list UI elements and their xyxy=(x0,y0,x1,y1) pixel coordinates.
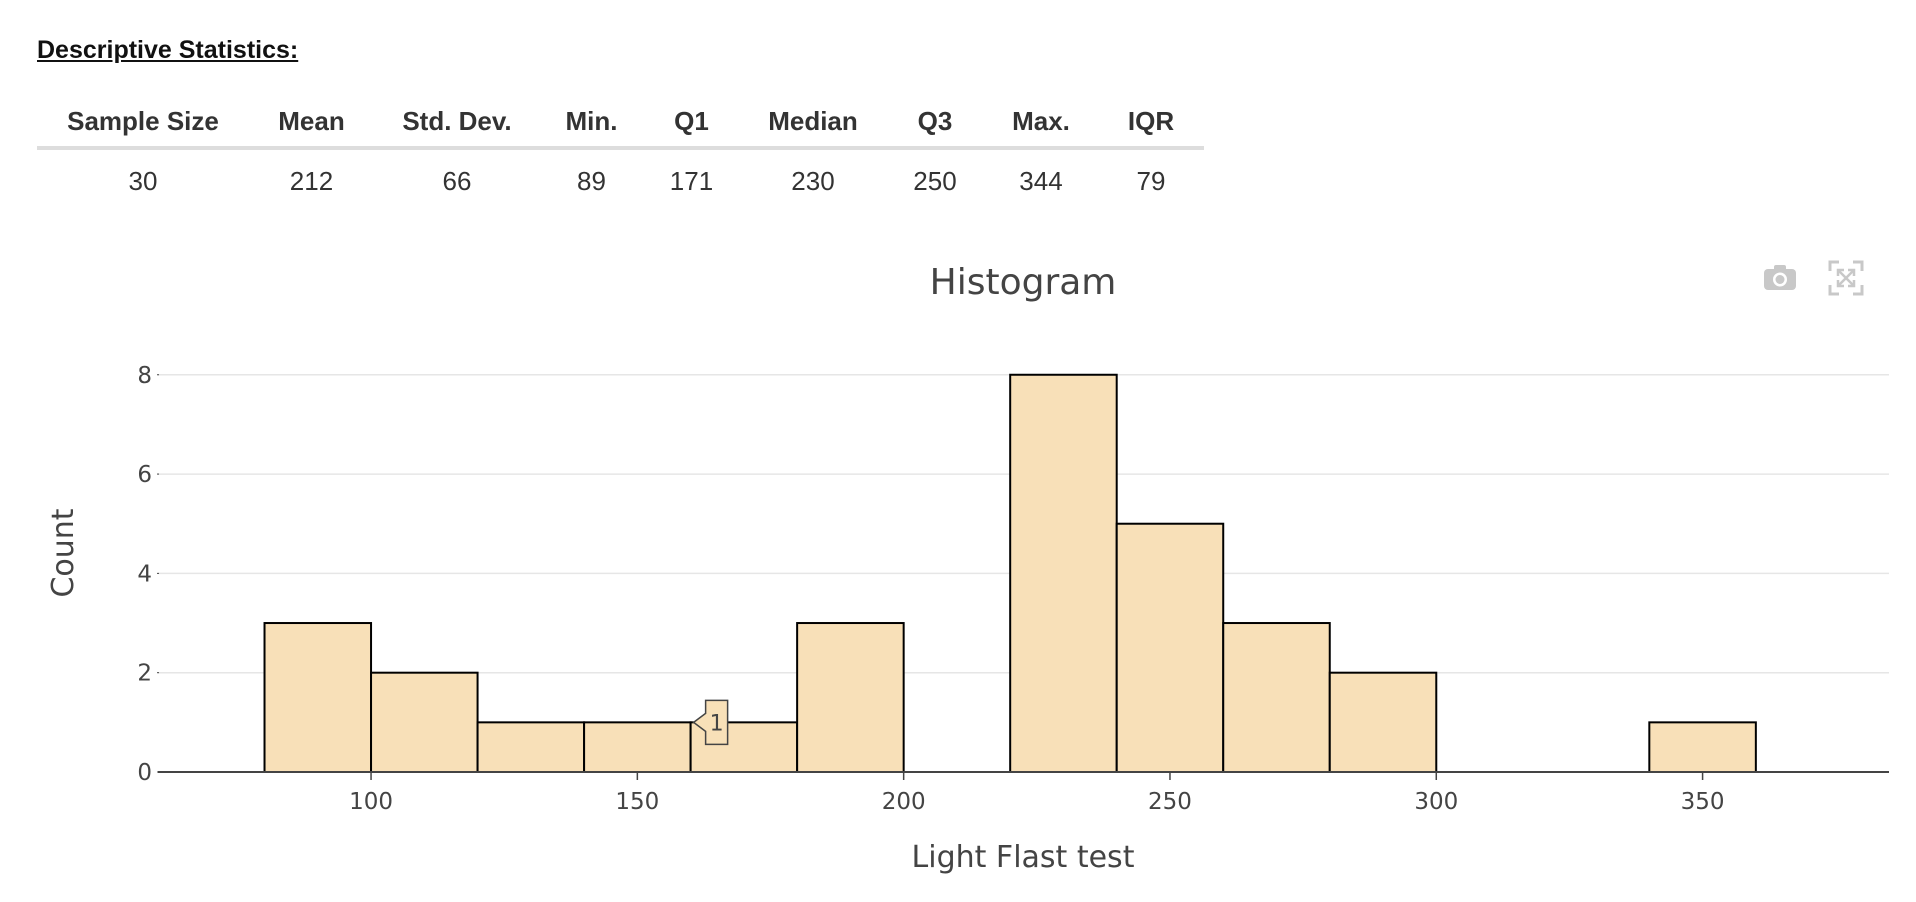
header-iqr: IQR xyxy=(1098,96,1204,150)
value-q1: 171 xyxy=(669,165,714,196)
value-mean: 212 xyxy=(289,165,334,196)
autoscale-icon[interactable] xyxy=(1828,260,1864,296)
y-tick-label: 0 xyxy=(137,760,152,786)
header-q3: Q3 xyxy=(886,96,984,150)
histogram-bar xyxy=(1648,721,1757,774)
header-std-dev: Std. Dev. xyxy=(374,96,540,150)
histogram-bar xyxy=(796,622,905,773)
histogram-bar xyxy=(1222,622,1331,773)
histogram-bar xyxy=(583,721,692,774)
value-iqr: 79 xyxy=(1136,165,1166,196)
axes: 0 2 4 6 8 100 150 200 250 300 350 xyxy=(137,363,1889,815)
header-min: Min. xyxy=(540,96,643,150)
modebar-autoscale xyxy=(1828,260,1864,301)
y-tick-label: 2 xyxy=(137,661,152,687)
value-median: 230 xyxy=(791,165,835,196)
header-q1: Q1 xyxy=(643,96,740,150)
value-max: 344 xyxy=(1019,165,1063,196)
histogram-bar xyxy=(476,721,586,774)
hover-label-box xyxy=(692,699,729,746)
x-axis-label: Light Flast test xyxy=(912,840,1135,875)
header-sample-size: Sample Size xyxy=(37,96,249,150)
x-tick-label: 100 xyxy=(349,789,393,815)
header-max: Max. xyxy=(984,96,1098,150)
descriptive-stats-table: Sample Size Mean Std. Dev. Min. Q1 Media… xyxy=(37,96,1204,212)
stats-value-row: 30 212 66 89 171 230 250 344 79 xyxy=(37,148,1204,212)
value-sample-size: 30 xyxy=(128,165,158,196)
y-axis-label: Count xyxy=(46,508,81,597)
histogram-bar xyxy=(1115,522,1225,773)
hover-label: 1 xyxy=(692,699,729,746)
stats-header-row: Sample Size Mean Std. Dev. Min. Q1 Media… xyxy=(37,96,1204,150)
value-std-dev: 66 xyxy=(442,165,472,196)
y-tick-label: 8 xyxy=(137,363,152,389)
chart-title: Histogram xyxy=(930,262,1117,303)
header-mean: Mean xyxy=(249,96,374,150)
value-min: 89 xyxy=(577,165,606,196)
bars xyxy=(263,373,1757,774)
stats-heading: Descriptive Statistics: xyxy=(37,36,299,64)
histogram-chart: Histogram 0 2 4 6 8 100 150 200 250 300 350 1 Ligh… xyxy=(46,262,1889,875)
y-tick-label: 6 xyxy=(137,462,152,488)
x-tick-label: 300 xyxy=(1414,789,1458,815)
camera-icon[interactable] xyxy=(1762,262,1798,292)
y-tick-label: 4 xyxy=(137,561,152,587)
modebar xyxy=(1762,262,1798,297)
x-tick-label: 200 xyxy=(882,789,926,815)
histogram-bar xyxy=(370,671,479,773)
x-tick-label: 250 xyxy=(1148,789,1192,815)
x-tick-label: 150 xyxy=(615,789,659,815)
x-tick-label: 350 xyxy=(1681,789,1725,815)
histogram-bar xyxy=(263,622,373,773)
header-median: Median xyxy=(740,96,886,150)
value-q3: 250 xyxy=(913,165,957,196)
histogram-bar xyxy=(1009,373,1118,773)
hover-label-text: 1 xyxy=(710,711,724,736)
histogram-bar xyxy=(1328,671,1438,773)
